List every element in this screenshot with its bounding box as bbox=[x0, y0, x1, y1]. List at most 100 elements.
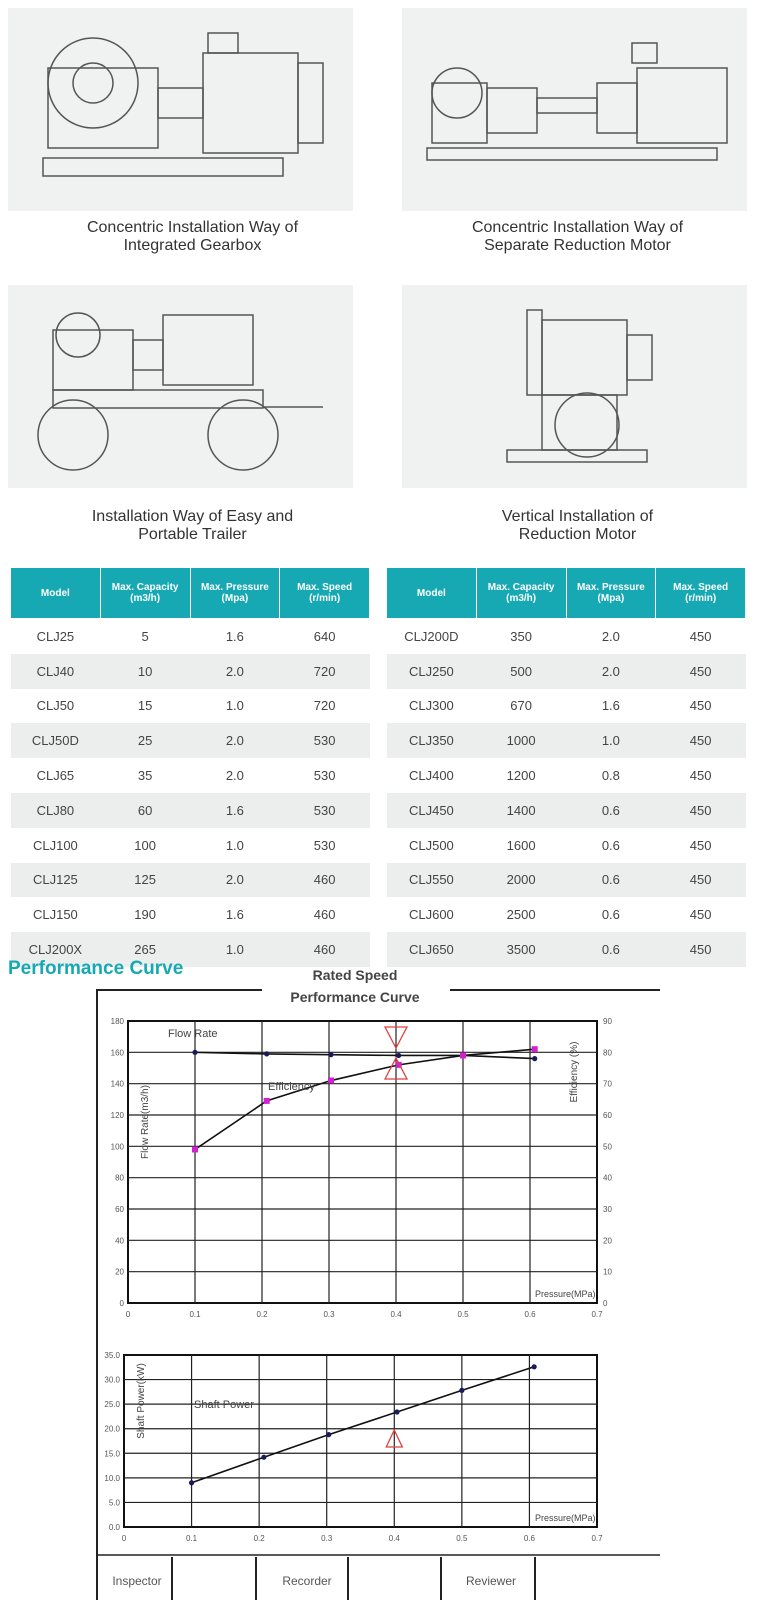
x-tick-label: 0 bbox=[122, 1534, 127, 1543]
table-cell: 15 bbox=[137, 698, 153, 714]
table-cell: 500 bbox=[476, 653, 566, 689]
table-cell: CLJ600 bbox=[408, 907, 454, 923]
table-cell: 1400 bbox=[476, 792, 566, 828]
data-point bbox=[192, 1049, 198, 1055]
table-cell: 2.0 bbox=[190, 723, 280, 759]
table-cell: 2.0 bbox=[190, 862, 280, 898]
caption-line: Separate Reduction Motor bbox=[484, 237, 671, 254]
x-axis-label: Pressure(MPa) bbox=[535, 1289, 596, 1299]
table-cell: 350 bbox=[510, 628, 532, 644]
y-tick-label: 5.0 bbox=[109, 1498, 121, 1507]
rated-point-marker-icon bbox=[383, 1056, 409, 1080]
y-tick-label: 30.0 bbox=[104, 1376, 120, 1385]
table-cell: 460 bbox=[279, 932, 370, 967]
x-tick-label: 0.3 bbox=[323, 1310, 335, 1319]
caption-line: Portable Trailer bbox=[138, 526, 247, 543]
data-point bbox=[264, 1051, 270, 1057]
y-tick-label: 100 bbox=[111, 1142, 125, 1151]
column-header: Max. Pressure (Mpa) bbox=[189, 567, 281, 619]
caption-line: Reduction Motor bbox=[518, 526, 637, 543]
table-cell: 1.6 bbox=[225, 628, 244, 644]
table-row: CLJ550 2000 0.6 450 bbox=[386, 862, 746, 898]
y-tick-label: 180 bbox=[111, 1017, 125, 1026]
x-tick-label: 0.7 bbox=[591, 1534, 603, 1543]
data-point bbox=[328, 1077, 335, 1084]
y-tick-label: 120 bbox=[111, 1111, 125, 1120]
caption: Installation Way of Easy and Portable Tra… bbox=[0, 508, 385, 544]
performance-chart: Rated Speed Performance Curve 0 0.1 0.2 0.3 0.… bbox=[96, 967, 660, 1600]
data-point bbox=[532, 1056, 538, 1062]
y-tick-label: 160 bbox=[111, 1048, 125, 1057]
table-cell: 450 bbox=[689, 768, 712, 784]
rated-point-marker-icon bbox=[383, 1026, 409, 1050]
y2-tick-label: 40 bbox=[603, 1174, 612, 1183]
table-cell: 0.6 bbox=[566, 792, 656, 828]
table-cell: 530 bbox=[313, 768, 336, 784]
y2-tick-label: 50 bbox=[603, 1142, 612, 1151]
y2-axis-label: Efficiency (%) bbox=[569, 1042, 580, 1103]
table-cell: 1600 bbox=[506, 837, 536, 853]
x-tick-label: 0.5 bbox=[457, 1310, 469, 1319]
plot-area bbox=[123, 1354, 598, 1528]
caption-line: Vertical Installation of bbox=[501, 508, 654, 525]
column-header: Max. Speed (r/min) bbox=[655, 567, 746, 619]
rated-point-marker-icon bbox=[385, 1428, 404, 1448]
column-header: Max. Pressure (Mpa) bbox=[565, 567, 657, 619]
table-cell: CLJ50 bbox=[36, 698, 75, 714]
y-tick-label: 15.0 bbox=[104, 1449, 120, 1458]
table-cell: 0.6 bbox=[601, 837, 620, 853]
table-row: CLJ450 1400 0.6 450 bbox=[386, 792, 746, 828]
table-cell: CLJ200X bbox=[10, 932, 101, 967]
pump-drawing bbox=[42, 32, 324, 177]
table-cell: CLJ80 bbox=[10, 792, 101, 828]
pump-image-integrated-gearbox bbox=[8, 8, 353, 211]
table-cell: CLJ65 bbox=[36, 768, 75, 784]
y-axis-label: Shaft Power(kW) bbox=[136, 1363, 147, 1439]
series-label: Shaft Power bbox=[194, 1399, 254, 1411]
column-header: Max. Capacity (m3/h) bbox=[475, 567, 567, 619]
table-cell: 25 bbox=[100, 723, 190, 759]
table-cell: 450 bbox=[689, 907, 712, 923]
table-cell: 0.6 bbox=[566, 862, 656, 898]
table-row: CLJ300 670 1.6 450 bbox=[387, 689, 746, 724]
spec-table-left: Model Max. Capacity (m3/h) Max. Pressure (… bbox=[10, 567, 370, 967]
table-row: CLJ150 190 1.6 460 bbox=[11, 897, 370, 932]
table-cell: 450 bbox=[655, 792, 746, 828]
table-cell: CLJ400 bbox=[408, 768, 454, 784]
series-line bbox=[194, 1048, 535, 1151]
table-cell: 1.6 bbox=[190, 792, 280, 828]
table-row: CLJ50D 25 2.0 530 bbox=[10, 723, 370, 759]
table-row: CLJ125 125 2.0 460 bbox=[10, 862, 370, 898]
caption-line: Integrated Gearbox bbox=[123, 237, 262, 254]
chart-title: Rated Speed bbox=[313, 967, 398, 983]
table-cell: 100 bbox=[134, 837, 156, 853]
y-tick-label: 20.0 bbox=[104, 1425, 120, 1434]
table-cell: CLJ550 bbox=[386, 862, 477, 898]
footer-label: Inspector bbox=[112, 1574, 161, 1588]
data-point bbox=[395, 1061, 402, 1068]
data-point bbox=[263, 1097, 270, 1104]
table-cell: 2.0 bbox=[601, 628, 620, 644]
table-row: CLJ80 60 1.6 530 bbox=[10, 792, 370, 828]
x-tick-label: 0.2 bbox=[254, 1534, 266, 1543]
x-tick-label: 0.1 bbox=[189, 1310, 201, 1319]
spec-table-right: Model Max. Capacity (m3/h) Max. Pressure (… bbox=[386, 567, 746, 967]
x-axis-label: Pressure(MPa) bbox=[535, 1513, 596, 1523]
table-row: CLJ350 1000 1.0 450 bbox=[386, 723, 746, 759]
table-cell: 1.0 bbox=[190, 932, 280, 967]
pump-drawing bbox=[506, 309, 653, 463]
table-cell: 0.8 bbox=[601, 768, 620, 784]
table-cell: 2.0 bbox=[225, 768, 244, 784]
table-row: CLJ100 100 1.0 530 bbox=[11, 828, 370, 863]
pump-drawing bbox=[426, 42, 728, 161]
table-cell: 1.6 bbox=[601, 698, 620, 714]
column-header: Max. Capacity (m3/h) bbox=[99, 567, 191, 619]
pump-drawing bbox=[37, 312, 323, 471]
table-row: CLJ50 15 1.0 720 bbox=[11, 689, 370, 724]
y2-tick-label: 90 bbox=[603, 1017, 612, 1026]
footer-label: Reviewer bbox=[466, 1574, 516, 1588]
table-row: CLJ65 35 2.0 530 bbox=[11, 758, 370, 793]
table-cell: 460 bbox=[279, 862, 370, 898]
table-cell: 530 bbox=[313, 837, 336, 853]
table-cell: 10 bbox=[100, 653, 190, 689]
